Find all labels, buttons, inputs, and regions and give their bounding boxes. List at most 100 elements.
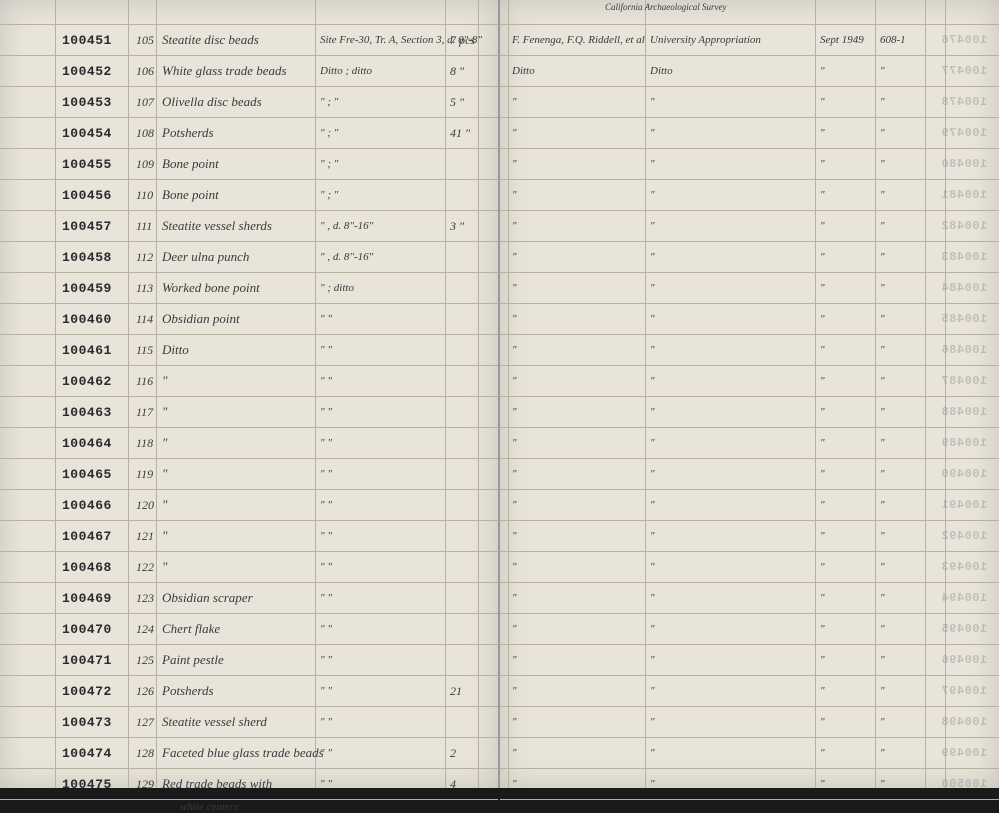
site-info: " ": [320, 592, 332, 604]
reference: ": [880, 313, 885, 325]
ledger-row: 100451105Steatite disc beadsSite Fre-30,…: [0, 25, 498, 56]
collector: ": [512, 375, 517, 387]
quantity: 5 ": [450, 95, 464, 110]
catalog-number: 100467: [62, 529, 112, 544]
site-info: " ": [320, 530, 332, 542]
catalog-number: 100462: [62, 374, 112, 389]
reference: ": [880, 406, 885, 418]
reference: ": [880, 96, 885, 108]
ledger-row: """"100493: [500, 552, 999, 583]
fund: ": [650, 437, 655, 449]
ledger-row: """"100479: [500, 118, 999, 149]
item-description: Worked bone point: [162, 280, 260, 296]
reference: ": [880, 282, 885, 294]
quantity: 2: [450, 746, 456, 761]
ledger-row: 100474128Faceted blue glass trade beads"…: [0, 738, 498, 769]
ledger-row: """"100489: [500, 428, 999, 459]
date: ": [820, 251, 825, 263]
site-info: " ; ": [320, 189, 338, 201]
catalog-number: 100452: [62, 64, 112, 79]
catalog-number: 100466: [62, 498, 112, 513]
site-info: " ": [320, 499, 332, 511]
date: ": [820, 406, 825, 418]
ledger-row: """"100484: [500, 273, 999, 304]
ledger-row: 100453107Olivella disc beads" ; "5 ": [0, 87, 498, 118]
reference: ": [880, 499, 885, 511]
bleed-through-number: 100482: [941, 219, 987, 233]
date: ": [820, 344, 825, 356]
ledger-row: """"100481: [500, 180, 999, 211]
collector: ": [512, 344, 517, 356]
catalog-number: 100454: [62, 126, 112, 141]
ledger-row: 100456110Bone point" ; ": [0, 180, 498, 211]
item-description: Red trade beads with: [162, 776, 272, 792]
field-number: 128: [136, 746, 154, 761]
item-description: ": [162, 497, 167, 513]
item-description: Ditto: [162, 342, 189, 358]
site-info: " ": [320, 375, 332, 387]
site-info: " ": [320, 313, 332, 325]
bleed-through-number: 100483: [941, 250, 987, 264]
ledger-row: 100468122"" ": [0, 552, 498, 583]
bleed-through-number: 100500: [941, 777, 987, 791]
site-info: " ": [320, 685, 332, 697]
bleed-through-number: 100492: [941, 529, 987, 543]
collector: ": [512, 313, 517, 325]
ledger-row: """"100488: [500, 397, 999, 428]
ledger-row: DittoDitto""100477: [500, 56, 999, 87]
catalog-number: 100470: [62, 622, 112, 637]
bleed-through-number: 100479: [941, 126, 987, 140]
right-page: California Archaeological Survey F. Fene…: [499, 0, 999, 788]
quantity: 21: [450, 684, 462, 699]
ledger-row: 100457111Steatite vessel sherds" , d. 8"…: [0, 211, 498, 242]
catalog-number: 100455: [62, 157, 112, 172]
date: ": [820, 623, 825, 635]
collector: ": [512, 530, 517, 542]
item-description: Faceted blue glass trade beads: [162, 745, 324, 761]
ledger-row: """"100500: [500, 769, 999, 800]
date: Sept 1949: [820, 34, 864, 46]
date: ": [820, 499, 825, 511]
quantity: 3 ": [450, 219, 464, 234]
quantity: 4: [450, 777, 456, 792]
item-description: ": [162, 435, 167, 451]
reference: ": [880, 127, 885, 139]
ledger-row: 100471125Paint pestle" ": [0, 645, 498, 676]
bleed-through-number: 100490: [941, 467, 987, 481]
ledger-row: 100475129Red trade beads with" "4white c…: [0, 769, 498, 800]
bleed-through-number: 100485: [941, 312, 987, 326]
collector: ": [512, 468, 517, 480]
date: ": [820, 158, 825, 170]
collector: ": [512, 623, 517, 635]
collector: ": [512, 127, 517, 139]
bleed-through-number: 100481: [941, 188, 987, 202]
fund: ": [650, 747, 655, 759]
ledger-row: """"100487: [500, 366, 999, 397]
field-number: 122: [136, 560, 154, 575]
collector: ": [512, 716, 517, 728]
fund: ": [650, 592, 655, 604]
catalog-number: 100456: [62, 188, 112, 203]
collector: ": [512, 251, 517, 263]
catalog-number: 100457: [62, 219, 112, 234]
item-description: Deer ulna punch: [162, 249, 249, 265]
bleed-through-number: 100497: [941, 684, 987, 698]
site-info: " ": [320, 406, 332, 418]
fund: ": [650, 127, 655, 139]
fund: ": [650, 654, 655, 666]
ledger-row: """"100478: [500, 87, 999, 118]
collector: ": [512, 406, 517, 418]
ledger-row: 100469123Obsidian scraper" ": [0, 583, 498, 614]
item-description: Bone point: [162, 156, 219, 172]
bleed-through-number: 100499: [941, 746, 987, 760]
field-number: 108: [136, 126, 154, 141]
fund: ": [650, 313, 655, 325]
fund: ": [650, 220, 655, 232]
reference: ": [880, 375, 885, 387]
catalog-number: 100463: [62, 405, 112, 420]
fund: ": [650, 251, 655, 263]
ledger-row: """"100486: [500, 335, 999, 366]
bleed-through-number: 100480: [941, 157, 987, 171]
ledger-row: 100458112Deer ulna punch" , d. 8"-16": [0, 242, 498, 273]
field-number: 117: [136, 405, 153, 420]
